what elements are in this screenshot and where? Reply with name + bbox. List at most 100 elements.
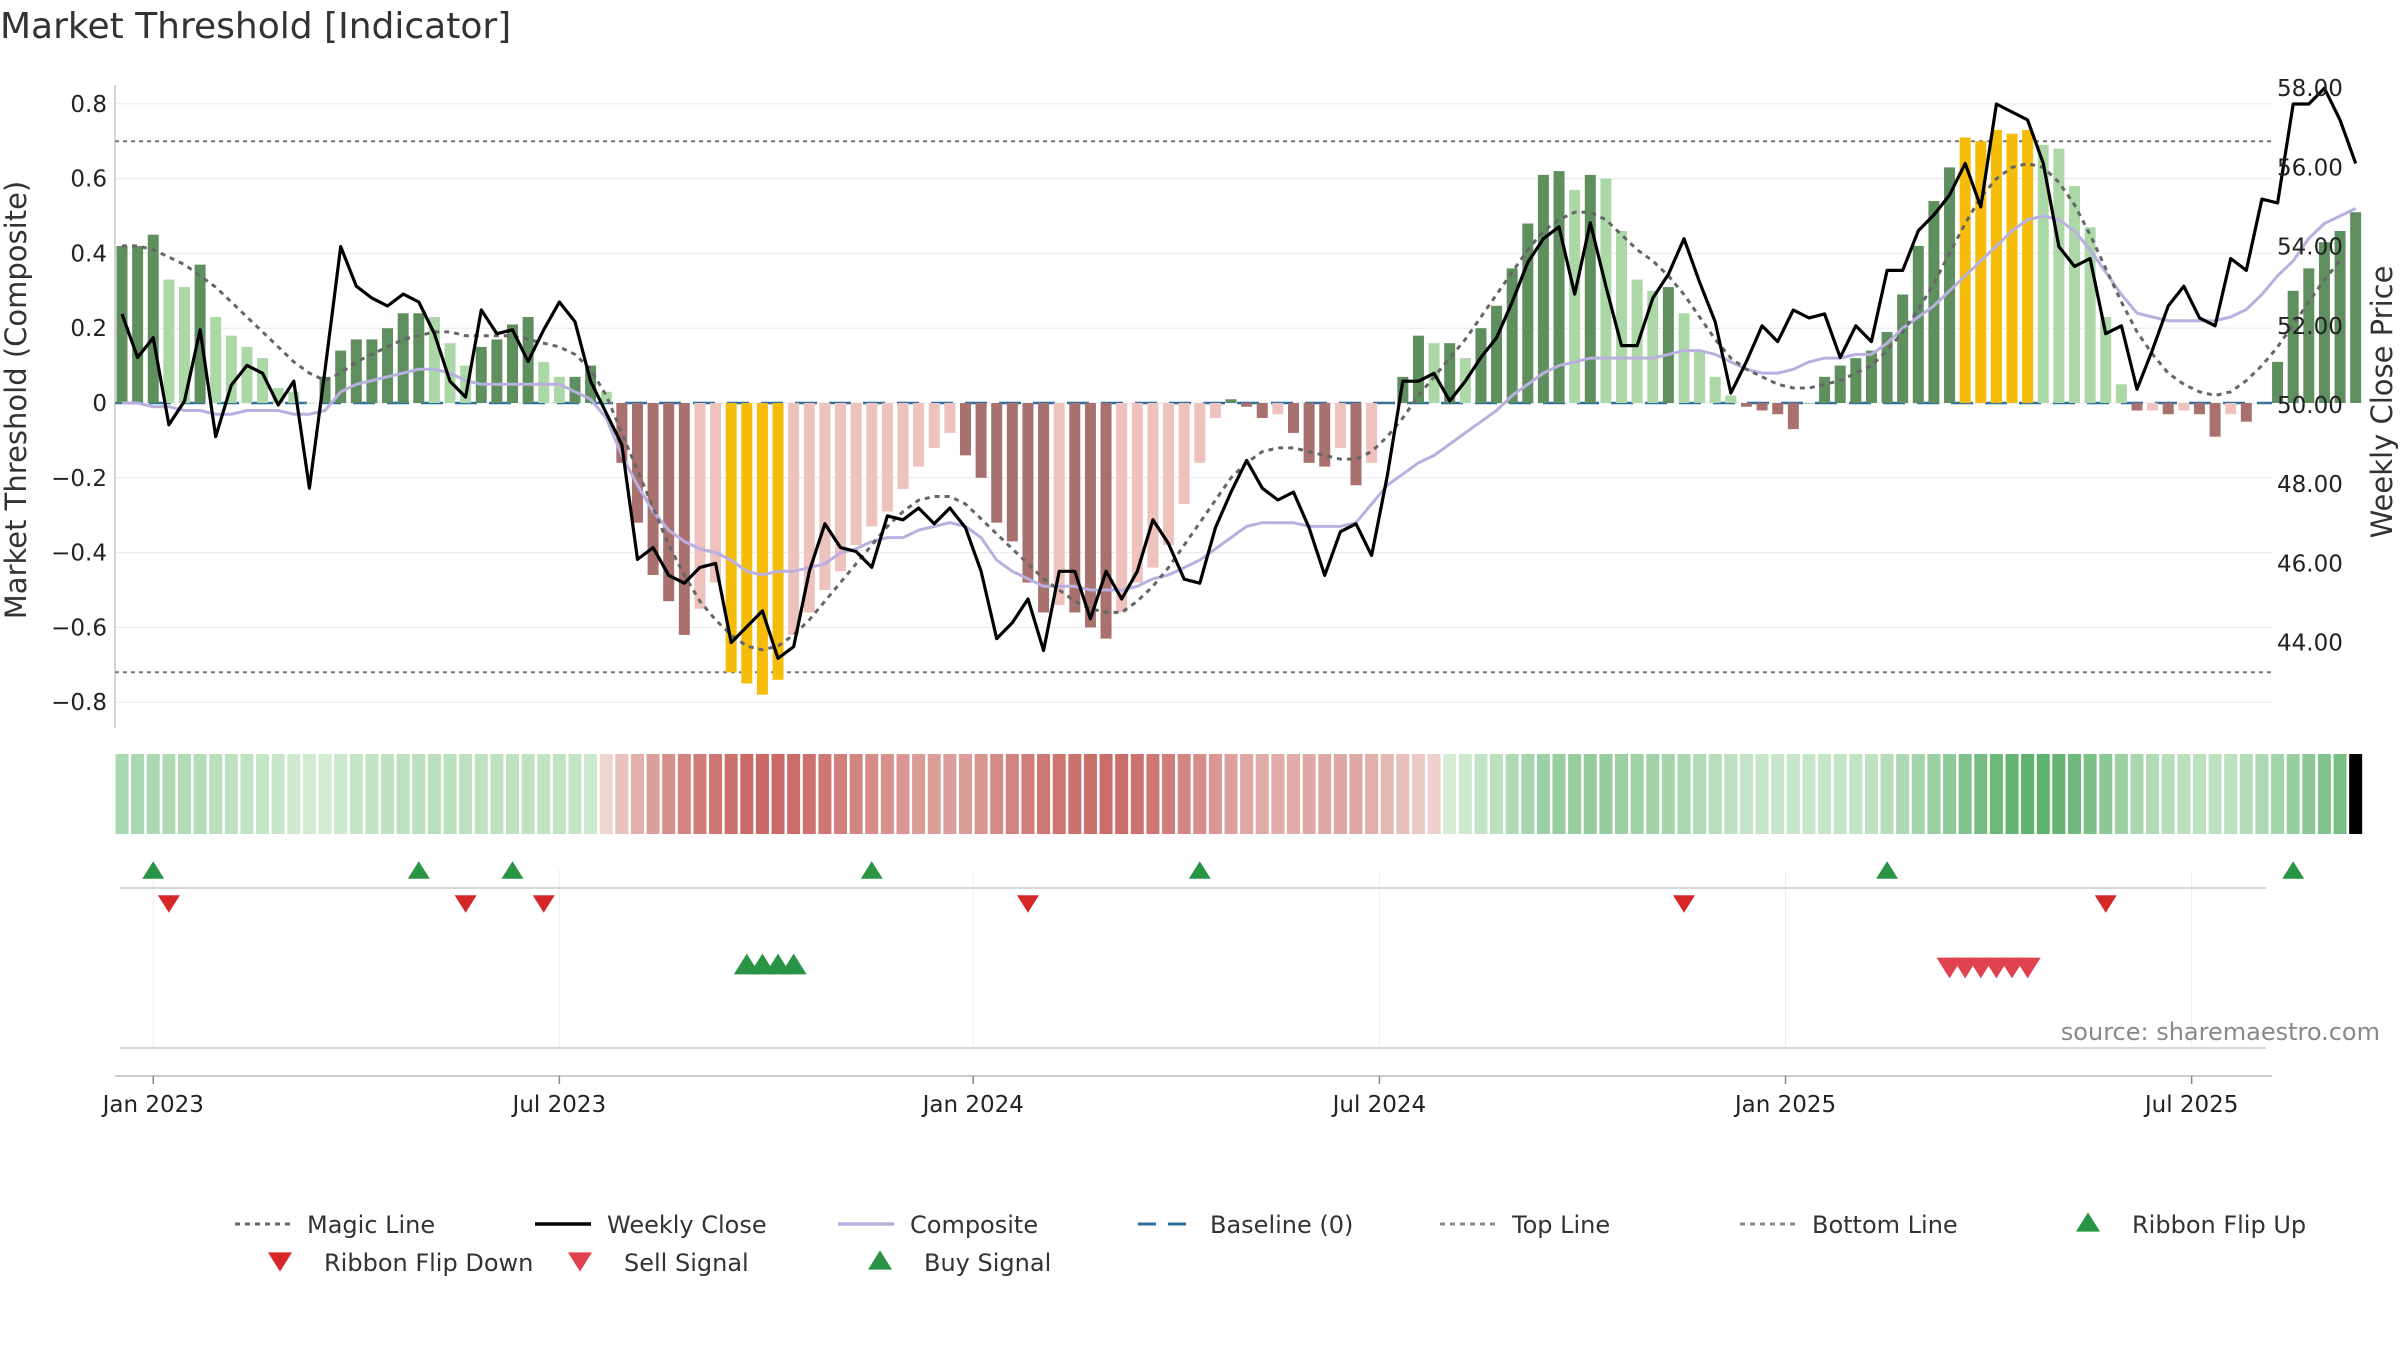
ribbon-cell-14 <box>334 754 348 834</box>
composite-bar-53 <box>944 403 956 433</box>
ribbon-cell-37 <box>693 754 707 834</box>
ribbon-cell-92 <box>1552 754 1566 834</box>
legend-label-6: Ribbon Flip Up <box>2132 1211 2306 1239</box>
composite-bar-92 <box>1553 171 1565 403</box>
buy-signal-marker-3 <box>780 953 807 975</box>
composite-bar-132 <box>2178 403 2190 411</box>
ribbon-cell-24 <box>490 754 504 834</box>
ribbon-cell-82 <box>1396 754 1410 834</box>
source-note: source: sharemaestro.com <box>2061 1018 2380 1046</box>
x-tick-label-0: Jan 2023 <box>101 1092 204 1118</box>
composite-bar-34 <box>647 403 659 576</box>
ribbon-cell-22 <box>459 754 473 834</box>
ribbon-cell-3 <box>162 754 176 834</box>
ribbon-cell-12 <box>302 754 316 834</box>
ribbon-cell-84 <box>1427 754 1441 834</box>
ribbon-flip-down-marker-0 <box>157 895 180 913</box>
composite-bar-116 <box>1928 201 1940 403</box>
ribbon-cell-67 <box>1162 754 1176 834</box>
composite-bar-59 <box>1038 403 1050 613</box>
composite-bar-71 <box>1225 399 1237 403</box>
composite-bar-122 <box>2022 129 2034 404</box>
composite-bar-139 <box>2287 290 2299 403</box>
ribbon-cell-1 <box>131 754 145 834</box>
ribbon-cell-71 <box>1224 754 1238 834</box>
ribbon-cell-68 <box>1177 754 1191 834</box>
composite-bar-23 <box>475 346 487 403</box>
legend-swatch-9 <box>868 1250 892 1270</box>
ribbon-flip-up-marker-5 <box>1876 861 1899 879</box>
ribbon-cell-135 <box>2224 754 2238 834</box>
ribbon-cell-81 <box>1380 754 1394 834</box>
ribbon-cell-23 <box>474 754 488 834</box>
ribbon-cell-130 <box>2146 754 2160 834</box>
ribbon-cell-33 <box>630 754 644 834</box>
series-lines <box>120 86 2358 661</box>
ribbon-cell-16 <box>365 754 379 834</box>
composite-bar-57 <box>1006 403 1018 542</box>
legend: Magic Line Weekly Close Composite Baseline … <box>235 1211 2306 1277</box>
composite-bar-85 <box>1444 343 1456 403</box>
ribbon-cell-25 <box>506 754 519 834</box>
ribbon-cell-132 <box>2177 754 2191 834</box>
ribbon-cell-55 <box>974 754 988 834</box>
ribbon-cell-121 <box>2005 754 2019 834</box>
composite-bar-106 <box>1772 403 1784 415</box>
ribbon-cell-62 <box>1083 754 1097 834</box>
composite-bar-61 <box>1069 403 1081 613</box>
composite-bar-128 <box>2115 384 2127 403</box>
composite-bar-113 <box>1881 331 1893 403</box>
composite-bar-143 <box>2350 212 2362 403</box>
ribbon-cell-102 <box>1708 754 1722 834</box>
right-tick-label-5: 48.00 <box>2277 472 2343 498</box>
right-tick-label-0: 58.00 <box>2277 76 2343 102</box>
composite-bar-103 <box>1725 395 1737 403</box>
ribbon-cell-56 <box>990 754 1004 834</box>
signal-panels <box>120 861 2305 1049</box>
ribbon-cell-90 <box>1521 754 1535 834</box>
composite-bar-127 <box>2100 316 2112 403</box>
composite-bar-33 <box>631 403 643 523</box>
composite-bar-65 <box>1131 403 1143 583</box>
composite-bar-42 <box>772 403 784 680</box>
ribbon-cell-41 <box>755 754 769 834</box>
ribbon-cell-54 <box>958 754 972 834</box>
composite-bar-87 <box>1475 328 1487 403</box>
left-tick-label-0: 0.8 <box>70 92 107 118</box>
ribbon-flip-down-marker-3 <box>1016 895 1039 913</box>
ribbon-cell-6 <box>209 754 223 834</box>
ribbon-cell-120 <box>1989 754 2003 834</box>
x-tick-label-3: Jul 2024 <box>1331 1092 1427 1118</box>
composite-bar-114 <box>1897 294 1909 403</box>
ribbon-cell-15 <box>349 754 363 834</box>
ribbon-cell-94 <box>1583 754 1597 834</box>
ribbon-cell-46 <box>834 754 848 834</box>
composite-bar-28 <box>553 376 565 403</box>
ribbon-cell-66 <box>1146 754 1160 834</box>
ribbon-cell-20 <box>427 754 441 834</box>
composite-bar-66 <box>1147 403 1159 568</box>
ribbon-cell-99 <box>1661 754 1675 834</box>
ribbon-cell-74 <box>1271 754 1285 834</box>
ribbon-cell-114 <box>1896 754 1910 834</box>
composite-bar-118 <box>1959 137 1971 403</box>
composite-bar-0 <box>116 245 128 403</box>
composite-bar-19 <box>413 313 425 403</box>
ribbon-cell-87 <box>1474 754 1488 834</box>
ribbon-cell-40 <box>740 754 754 834</box>
ribbon-cell-126 <box>2083 754 2097 834</box>
legend-label-3: Baseline (0) <box>1210 1211 1353 1239</box>
composite-bar-20 <box>428 316 440 403</box>
composite-bar-74 <box>1272 403 1284 415</box>
composite-bar-117 <box>1944 167 1956 403</box>
composite-bar-135 <box>2225 403 2237 415</box>
composite-bar-89 <box>1506 268 1518 403</box>
legend-label-5: Bottom Line <box>1812 1211 1958 1239</box>
ribbon-cell-131 <box>2161 754 2175 834</box>
ribbon-cell-88 <box>1490 754 1504 834</box>
ribbon-cell-123 <box>2036 754 2050 834</box>
composite-bar-96 <box>1616 230 1628 403</box>
ribbon-cell-35 <box>662 754 676 834</box>
composite-bar-136 <box>2240 403 2252 422</box>
grid-lines <box>115 103 2272 1050</box>
